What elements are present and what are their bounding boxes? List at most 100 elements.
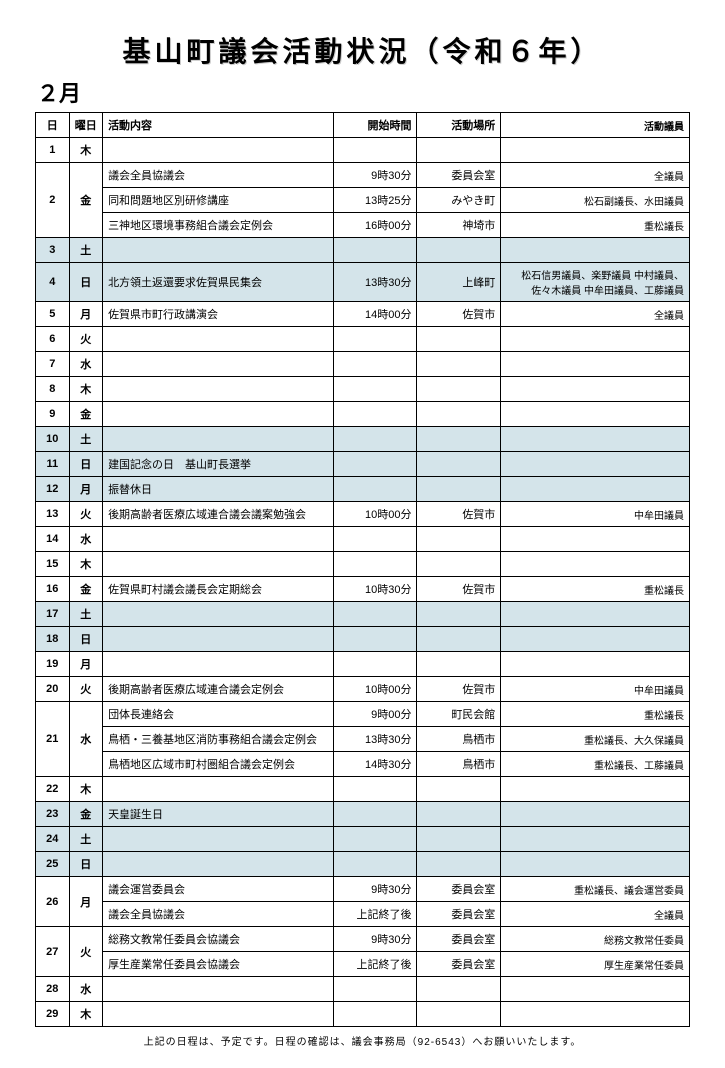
cell-time [333, 852, 417, 877]
table-row: 3土 [36, 238, 690, 263]
table-row: 16金佐賀県町村議会議長会定期総会10時30分佐賀市重松議長 [36, 577, 690, 602]
cell-activity [103, 402, 334, 427]
cell-day: 19 [36, 652, 70, 677]
cell-time [333, 627, 417, 652]
cell-time: 14時00分 [333, 302, 417, 327]
cell-members [501, 1002, 690, 1027]
table-row: 23金天皇誕生日 [36, 802, 690, 827]
cell-members [501, 602, 690, 627]
cell-place: みやき町 [417, 188, 501, 213]
cell-place: 佐賀市 [417, 677, 501, 702]
cell-day: 6 [36, 327, 70, 352]
cell-activity: 振替休日 [103, 477, 334, 502]
cell-day: 2 [36, 163, 70, 238]
cell-dow: 金 [69, 402, 103, 427]
cell-place [417, 402, 501, 427]
cell-activity [103, 602, 334, 627]
cell-time: 13時30分 [333, 263, 417, 302]
cell-time [333, 602, 417, 627]
cell-activity: 議会全員協議会 [103, 902, 334, 927]
cell-time: 13時25分 [333, 188, 417, 213]
table-row: 鳥栖地区広域市町村圏組合議会定例会14時30分鳥栖市重松議長、工藤議員 [36, 752, 690, 777]
table-row: 12月振替休日 [36, 477, 690, 502]
cell-time [333, 1002, 417, 1027]
cell-time: 14時30分 [333, 752, 417, 777]
table-row: 13火後期高齢者医療広域連合議会議案勉強会10時00分佐賀市中牟田議員 [36, 502, 690, 527]
cell-members: 中牟田議員 [501, 502, 690, 527]
cell-activity: 三神地区環境事務組合議会定例会 [103, 213, 334, 238]
cell-place: 鳥栖市 [417, 727, 501, 752]
cell-place [417, 427, 501, 452]
cell-time [333, 452, 417, 477]
cell-time: 9時30分 [333, 163, 417, 188]
header-members: 活動議員 [501, 113, 690, 138]
table-row: 14水 [36, 527, 690, 552]
cell-dow: 土 [69, 427, 103, 452]
cell-place: 委員会室 [417, 877, 501, 902]
cell-dow: 金 [69, 163, 103, 238]
month-label: ２月 [37, 76, 690, 108]
cell-members: 厚生産業常任委員 [501, 952, 690, 977]
cell-time: 上記終了後 [333, 952, 417, 977]
cell-time [333, 827, 417, 852]
cell-place [417, 327, 501, 352]
cell-activity: 議会運営委員会 [103, 877, 334, 902]
table-row: 26月議会運営委員会9時30分委員会室重松議長、議会運営委員 [36, 877, 690, 902]
cell-members [501, 377, 690, 402]
cell-day: 28 [36, 977, 70, 1002]
cell-time [333, 777, 417, 802]
header-row: 日 曜日 活動内容 開始時間 活動場所 活動議員 [36, 113, 690, 138]
cell-members: 重松議長、工藤議員 [501, 752, 690, 777]
table-row: 20火後期高齢者医療広域連合議会定例会10時00分佐賀市中牟田議員 [36, 677, 690, 702]
table-row: 2金議会全員協議会9時30分委員会室全議員 [36, 163, 690, 188]
cell-members [501, 427, 690, 452]
cell-dow: 火 [69, 677, 103, 702]
table-row: 19月 [36, 652, 690, 677]
table-row: 9金 [36, 402, 690, 427]
cell-members [501, 327, 690, 352]
cell-time [333, 552, 417, 577]
cell-activity: 議会全員協議会 [103, 163, 334, 188]
table-row: 17土 [36, 602, 690, 627]
cell-dow: 金 [69, 802, 103, 827]
cell-day: 3 [36, 238, 70, 263]
cell-day: 27 [36, 927, 70, 977]
cell-members [501, 977, 690, 1002]
cell-time [333, 977, 417, 1002]
cell-activity [103, 138, 334, 163]
cell-dow: 土 [69, 602, 103, 627]
cell-activity: 厚生産業常任委員会協議会 [103, 952, 334, 977]
cell-place [417, 652, 501, 677]
header-time: 開始時間 [333, 113, 417, 138]
table-row: 同和問題地区別研修講座13時25分みやき町松石副議長、水田議員 [36, 188, 690, 213]
cell-place [417, 602, 501, 627]
schedule-table: 日 曜日 活動内容 開始時間 活動場所 活動議員 1木2金議会全員協議会9時30… [35, 112, 690, 1027]
cell-activity: 鳥栖・三養基地区消防事務組合議会定例会 [103, 727, 334, 752]
cell-day: 5 [36, 302, 70, 327]
cell-dow: 火 [69, 502, 103, 527]
table-row: 7水 [36, 352, 690, 377]
cell-day: 18 [36, 627, 70, 652]
cell-place [417, 377, 501, 402]
cell-day: 20 [36, 677, 70, 702]
cell-place [417, 827, 501, 852]
cell-activity: 総務文教常任委員会協議会 [103, 927, 334, 952]
cell-dow: 日 [69, 452, 103, 477]
cell-dow: 月 [69, 302, 103, 327]
cell-time [333, 652, 417, 677]
header-activity: 活動内容 [103, 113, 334, 138]
cell-activity [103, 977, 334, 1002]
table-row: 厚生産業常任委員会協議会上記終了後委員会室厚生産業常任委員 [36, 952, 690, 977]
table-row: 21水団体長連絡会9時00分町民会館重松議長 [36, 702, 690, 727]
cell-time [333, 352, 417, 377]
cell-place [417, 238, 501, 263]
table-row: 22木 [36, 777, 690, 802]
cell-members [501, 138, 690, 163]
cell-dow: 金 [69, 577, 103, 602]
cell-dow: 木 [69, 1002, 103, 1027]
cell-day: 16 [36, 577, 70, 602]
cell-day: 11 [36, 452, 70, 477]
cell-time [333, 327, 417, 352]
cell-dow: 土 [69, 238, 103, 263]
cell-members: 重松議長 [501, 702, 690, 727]
